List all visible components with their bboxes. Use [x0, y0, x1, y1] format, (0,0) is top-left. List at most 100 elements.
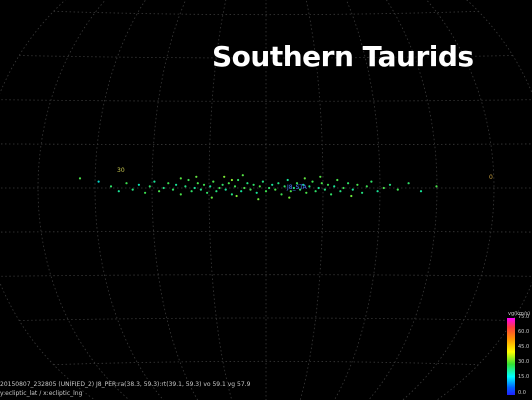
meteor-point — [299, 188, 302, 191]
meteor-point — [190, 190, 193, 193]
meteor-point — [246, 182, 249, 185]
meteor-point — [288, 196, 291, 199]
colorbar — [507, 318, 515, 395]
meteor-point — [419, 190, 423, 193]
meteor-point — [167, 182, 170, 185]
meteor-point — [109, 185, 113, 188]
chart-title: Southern Taurids — [212, 40, 474, 73]
meteor-point — [351, 188, 354, 191]
meteor-point — [330, 193, 333, 196]
meteor-point — [271, 183, 274, 186]
meteor-point — [131, 188, 134, 191]
meteor-point — [240, 190, 243, 193]
meteor-point — [125, 182, 128, 185]
meteor-point — [199, 188, 202, 191]
meteor-point — [289, 190, 292, 193]
meteor-point — [218, 186, 221, 190]
meteor-point — [117, 190, 120, 193]
meteor-point — [302, 183, 305, 186]
meteor-point — [223, 175, 226, 178]
meteor-point — [333, 185, 336, 188]
meteor-point — [361, 191, 364, 194]
grid-meridian — [151, 0, 381, 400]
meteor-point — [252, 183, 255, 186]
meteor-point — [376, 190, 379, 193]
radiant-label: J8_STA — [287, 184, 307, 191]
meteor-point — [305, 191, 308, 194]
meteor-point — [264, 190, 268, 193]
meteor-point — [137, 183, 140, 186]
meteor-point — [171, 188, 175, 191]
meteor-point — [210, 196, 213, 199]
colorbar-tick: 15.0 — [518, 374, 530, 380]
grid-meridian — [208, 0, 324, 400]
meteor-point — [144, 191, 147, 194]
meteor-point — [274, 188, 277, 191]
meteor-point — [365, 185, 368, 188]
meteor-point — [255, 191, 258, 194]
colorbar-tick: 75.0 — [518, 314, 530, 320]
meteor-point — [320, 182, 323, 185]
meteor-point — [175, 183, 178, 186]
meteor-point — [277, 182, 280, 185]
meteor-point — [350, 194, 353, 198]
meteor-points — [78, 174, 438, 201]
meteor-point — [317, 186, 320, 190]
colorbar-tick: 60.0 — [518, 329, 530, 335]
meteor-point — [243, 186, 246, 190]
meteor-point — [308, 185, 311, 188]
meteor-point — [237, 178, 240, 182]
meteor-point — [249, 188, 252, 191]
meteor-point — [388, 183, 392, 186]
meteor-point — [187, 178, 190, 182]
meteor-point — [215, 190, 218, 193]
meteor-point — [382, 186, 385, 190]
meteor-point — [227, 182, 230, 185]
meteor-point — [202, 183, 206, 186]
meteor-point — [221, 183, 224, 186]
edge-label-left: 30 — [117, 167, 125, 174]
grid-parallel — [0, 99, 532, 102]
meteor-point — [319, 175, 322, 178]
meteor-point — [153, 180, 156, 183]
meteor-point — [179, 177, 182, 180]
meteor-point — [342, 186, 345, 190]
meteor-point — [261, 180, 264, 183]
colorbar-tick: 30.0 — [518, 359, 530, 365]
meteor-point — [323, 188, 326, 191]
meteor-point — [162, 186, 165, 190]
meteor-point — [158, 190, 161, 193]
edge-label-right: 0 — [489, 174, 493, 181]
footer-axes: y:ecliptic_lat / x:ecliptic_lng — [0, 390, 83, 397]
grid-parallel — [0, 143, 532, 146]
meteor-point — [339, 190, 342, 193]
meteor-point — [193, 186, 196, 190]
meteor-point — [209, 185, 212, 188]
meteor-point — [286, 178, 289, 182]
meteor-point — [78, 177, 82, 180]
grid-parallel — [0, 230, 532, 233]
meteor-point — [212, 180, 215, 183]
meteor-point — [224, 188, 227, 191]
meteor-point — [258, 185, 261, 188]
meteor-point — [303, 177, 306, 180]
meteor-point — [196, 182, 199, 185]
meteor-point — [295, 182, 299, 185]
meteor-point — [97, 180, 100, 183]
meteor-point — [311, 180, 314, 183]
meteor-point — [235, 194, 238, 198]
meteor-point — [396, 188, 399, 191]
meteor-point — [326, 183, 330, 186]
meteor-point — [314, 190, 317, 193]
grid-parallel — [53, 360, 479, 366]
meteor-point — [206, 191, 209, 194]
colorbar-tick: 0.0 — [518, 390, 526, 396]
meteor-point — [195, 175, 198, 178]
meteor-point — [148, 185, 151, 188]
footer-info: 20150807_232805 (UNIFIED_2) J8_PER:ra(38… — [0, 381, 251, 388]
colorbar-tick: 45.0 — [518, 344, 530, 350]
meteor-point — [257, 198, 260, 201]
